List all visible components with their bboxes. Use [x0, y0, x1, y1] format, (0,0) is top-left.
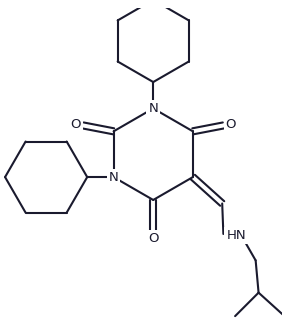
Text: O: O	[70, 118, 81, 131]
Text: HN: HN	[226, 229, 246, 242]
Text: O: O	[148, 232, 158, 245]
Text: N: N	[148, 102, 158, 115]
Text: O: O	[226, 118, 236, 131]
Text: N: N	[109, 170, 119, 184]
